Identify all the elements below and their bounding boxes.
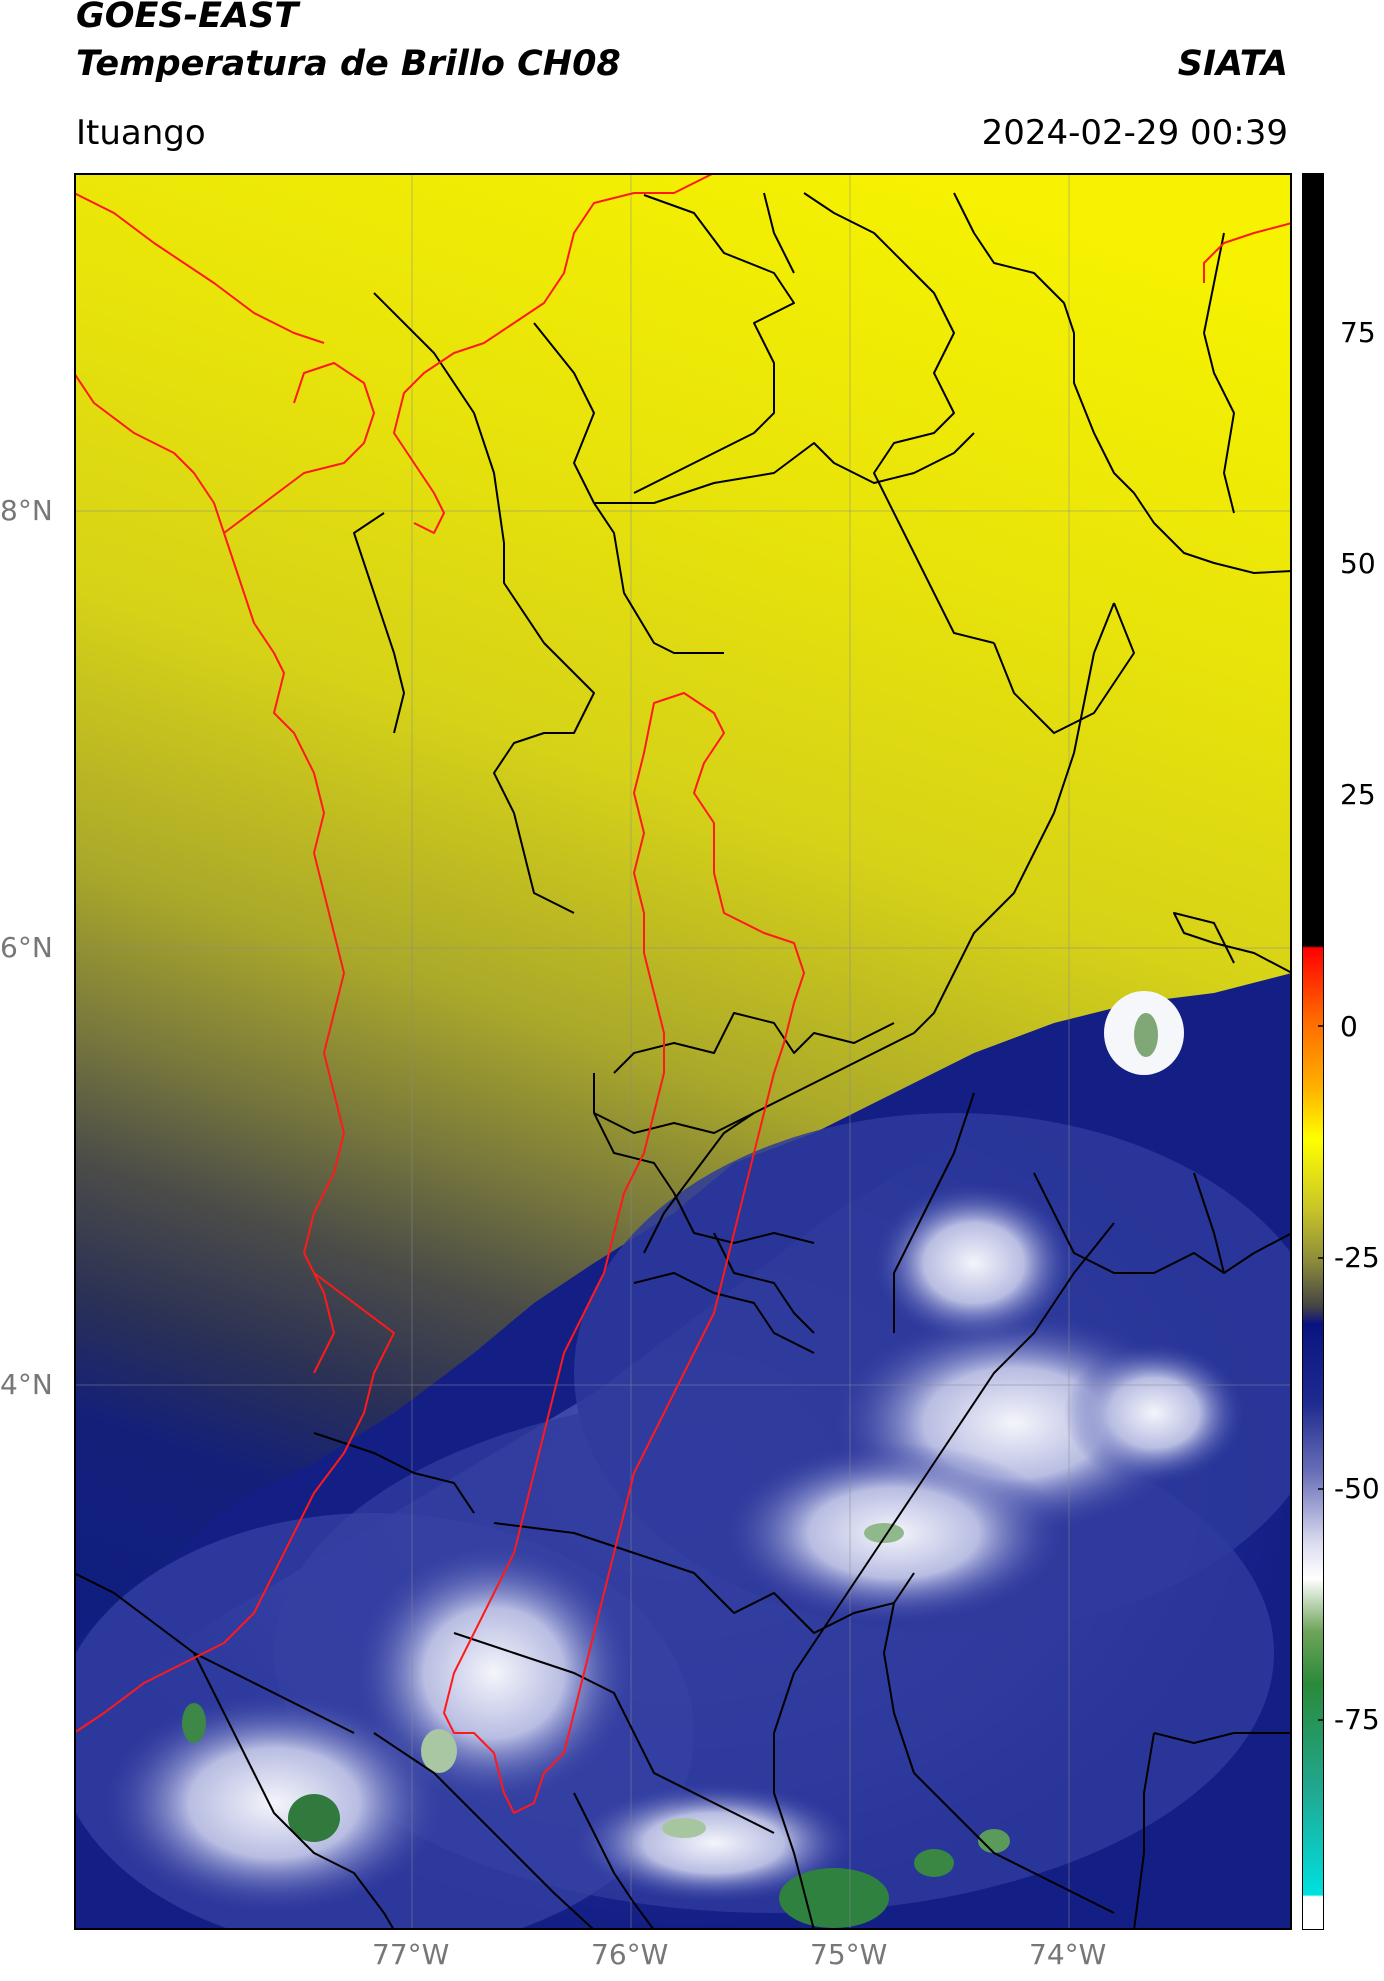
- temperature-colorbar: [1302, 173, 1324, 1930]
- satellite-title: GOES-EAST: [76, 0, 299, 36]
- lat-tick-6n: 6°N: [0, 931, 53, 964]
- place-label: Ituango: [76, 113, 206, 153]
- lat-tick-4n: 4°N: [0, 1368, 53, 1401]
- datetime-label: 2024-02-29 00:39: [981, 113, 1288, 153]
- colorbar-tick-minus25: -25: [1334, 1241, 1380, 1274]
- lon-tick-74w: 74°W: [1029, 1938, 1107, 1971]
- colorbar-tick-25: 25: [1340, 778, 1376, 811]
- colorbar-tick-minus75: -75: [1334, 1703, 1380, 1736]
- lon-tick-75w: 75°W: [810, 1938, 888, 1971]
- colorbar-tick-minus50: -50: [1334, 1472, 1380, 1505]
- lon-tick-77w: 77°W: [372, 1938, 450, 1971]
- colorbar-tick-50: 50: [1340, 547, 1376, 580]
- lat-tick-8n: 8°N: [0, 494, 53, 527]
- colorbar-tick-75: 75: [1340, 316, 1376, 349]
- colorbar-tick-0: 0: [1340, 1010, 1358, 1043]
- product-title: Temperatura de Brillo CH08: [76, 44, 621, 84]
- brightness-temperature-map: [74, 173, 1292, 1930]
- lon-tick-76w: 76°W: [591, 1938, 669, 1971]
- org-label: SIATA: [1177, 44, 1288, 84]
